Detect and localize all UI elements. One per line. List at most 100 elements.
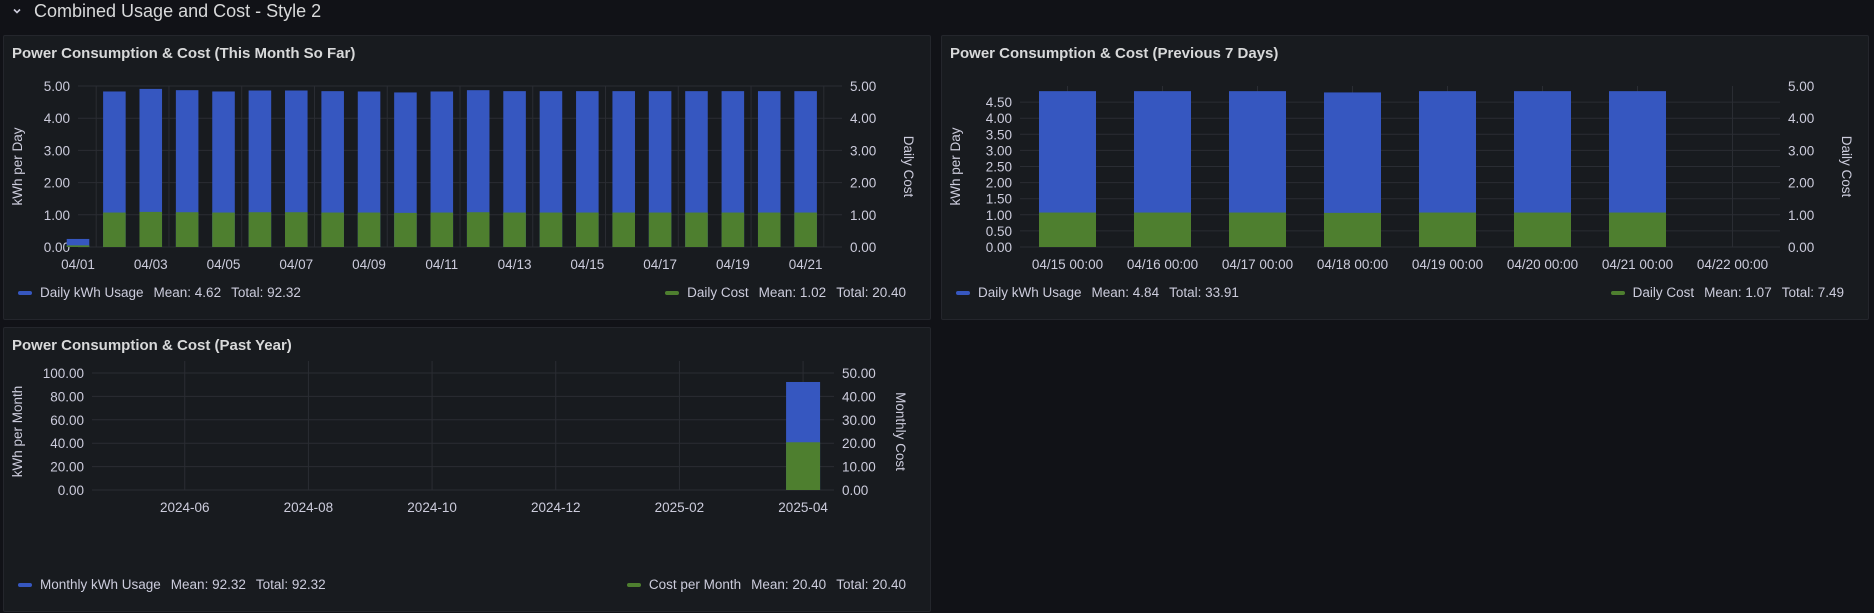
legend-usage-total: Total: 92.32 xyxy=(255,577,326,592)
y2-tick-label: 4.00 xyxy=(850,111,876,126)
legend-usage-label: Monthly kWh Usage xyxy=(40,577,161,592)
row-title: Combined Usage and Cost - Style 2 xyxy=(34,0,322,21)
panel-title[interactable]: Power Consumption & Cost (Previous 7 Day… xyxy=(950,45,1279,62)
bar-usage xyxy=(685,91,708,247)
y2-tick-label: 0.00 xyxy=(850,240,876,255)
x-tick-label: 2025-02 xyxy=(655,500,705,515)
y-tick-label: 80.00 xyxy=(50,389,84,404)
legend-cost-mean: Mean: 1.02 xyxy=(758,285,827,300)
x-tick-label: 04/07 xyxy=(279,257,313,272)
legend-usage[interactable]: Daily kWh Usage Mean: 4.62 Total: 92.32 xyxy=(18,285,301,300)
legend-cost-swatch xyxy=(665,290,680,295)
legend-cost-swatch xyxy=(1610,290,1625,295)
legend-usage-label: Daily kWh Usage xyxy=(978,285,1082,300)
bar-cost xyxy=(1514,212,1571,247)
x-tick-label: 04/03 xyxy=(134,257,168,272)
bar-usage xyxy=(539,91,563,247)
x-tick-label: 2024-12 xyxy=(531,500,581,515)
y2-tick-label: 40.00 xyxy=(842,389,876,404)
legend-cost-label: Cost per Month xyxy=(648,577,742,592)
bar-usage xyxy=(103,91,126,247)
bar-usage xyxy=(430,91,454,247)
bar-cost xyxy=(1229,212,1286,247)
legend-usage-mean: Mean: 4.62 xyxy=(153,285,222,300)
y2-tick-label: 5.00 xyxy=(850,79,876,94)
y2-tick-label: 2.00 xyxy=(1788,176,1814,191)
bar-cost xyxy=(175,212,199,247)
bar-cost xyxy=(503,212,526,247)
legend-usage-swatch xyxy=(18,290,32,295)
y-tick-label: 100.00 xyxy=(43,366,84,381)
y-tick-label: 40.00 xyxy=(50,436,84,451)
bar-usage xyxy=(721,91,745,247)
y2-axis-label: Daily Cost xyxy=(901,136,916,198)
panel-previous-7-days: Power Consumption & Cost (Previous 7 Day… xyxy=(941,35,1869,320)
legend-usage-swatch xyxy=(18,582,32,587)
bar-usage xyxy=(394,92,417,247)
y-tick-label: 3.00 xyxy=(44,143,70,158)
bar-usage xyxy=(321,91,344,247)
y2-axis-label: Monthly Cost xyxy=(893,392,908,471)
legend-usage-swatch xyxy=(956,290,970,295)
bar-cost xyxy=(794,212,817,247)
chart-this-month: 0.00 1.00 2.00 3.00 4.00 5.00 0.00 1.00 2.00 3.00… xyxy=(10,79,916,272)
y2-tick-label: 1.00 xyxy=(1788,208,1814,223)
y-axis-label: kWh per Month xyxy=(10,386,25,478)
x-tick-label: 04/21 00:00 xyxy=(1602,257,1673,272)
bar-usage xyxy=(757,91,781,247)
bar-cost xyxy=(212,212,235,247)
bar-usage xyxy=(212,91,235,247)
y-tick-label: 0.00 xyxy=(986,240,1012,255)
y-axis-label: kWh per Day xyxy=(10,127,25,205)
legend-cost[interactable]: Daily Cost Mean: 1.07 Total: 7.49 xyxy=(1610,285,1844,300)
legend-usage-total: Total: 33.91 xyxy=(1169,285,1239,300)
y-tick-label: 1.50 xyxy=(986,192,1012,207)
y2-tick-label: 4.00 xyxy=(1788,111,1814,126)
bar-usage xyxy=(175,90,199,247)
y2-tick-label: 10.00 xyxy=(842,460,876,475)
chevron-down-icon[interactable] xyxy=(10,4,24,18)
panel-title[interactable]: Power Consumption & Cost (Past Year) xyxy=(12,337,292,354)
bar-usage xyxy=(612,91,635,247)
legend-cost[interactable]: Cost per Month Mean: 20.40 Total: 20.40 xyxy=(626,577,906,592)
x-tick-label: 04/19 xyxy=(716,257,750,272)
y2-tick-label: 5.00 xyxy=(1788,79,1814,94)
legend-cost-total: Total: 7.49 xyxy=(1781,285,1844,300)
y-tick-label: 4.00 xyxy=(44,111,70,126)
chart-previous-7-days: 0.000.501.001.502.002.503.003.504.004.50… xyxy=(948,79,1854,272)
y-tick-label: 5.00 xyxy=(44,79,70,94)
legend-usage[interactable]: Daily kWh Usage Mean: 4.84 Total: 33.91 xyxy=(956,285,1239,300)
panel-past-year: Power Consumption & Cost (Past Year) 0.0… xyxy=(3,327,931,612)
panel-this-month: Power Consumption & Cost (This Month So … xyxy=(3,35,931,320)
bar-usage xyxy=(648,91,672,247)
panel-title[interactable]: Power Consumption & Cost (This Month So … xyxy=(12,45,356,62)
bar-cost xyxy=(430,212,454,247)
y-tick-label: 0.50 xyxy=(986,224,1012,239)
y2-tick-label: 3.00 xyxy=(850,143,876,158)
legend-usage-total: Total: 92.32 xyxy=(231,285,301,300)
x-tick-label: 04/17 00:00 xyxy=(1222,257,1293,272)
legend-cost[interactable]: Daily Cost Mean: 1.02 Total: 20.40 xyxy=(665,285,906,300)
bar-usage xyxy=(466,90,490,247)
bar-cost xyxy=(1419,212,1476,247)
row-header[interactable]: Combined Usage and Cost - Style 2 xyxy=(10,0,321,22)
y-tick-label: 3.50 xyxy=(986,127,1012,142)
bar-cost xyxy=(757,212,781,247)
bar-cost xyxy=(248,212,272,247)
y-tick-label: 0.00 xyxy=(58,483,84,498)
bar-cost xyxy=(648,212,672,247)
x-tick-label: 04/21 xyxy=(789,257,823,272)
x-tick-label: 04/15 xyxy=(570,257,604,272)
y-tick-label: 1.00 xyxy=(44,208,70,223)
y-tick-label: 60.00 xyxy=(50,413,84,428)
x-tick-label: 04/13 xyxy=(498,257,532,272)
legend-cost-total: Total: 20.40 xyxy=(836,577,906,592)
x-tick-label: 04/05 xyxy=(207,257,241,272)
bar-cost xyxy=(786,442,821,490)
bar-usage xyxy=(503,91,526,247)
y-tick-label: 4.00 xyxy=(986,111,1012,126)
x-tick-label: 04/17 xyxy=(643,257,677,272)
bar-cost xyxy=(466,212,490,247)
y2-tick-label: 3.00 xyxy=(1788,143,1814,158)
legend-usage[interactable]: Monthly kWh Usage Mean: 92.32 Total: 92.… xyxy=(18,577,326,592)
